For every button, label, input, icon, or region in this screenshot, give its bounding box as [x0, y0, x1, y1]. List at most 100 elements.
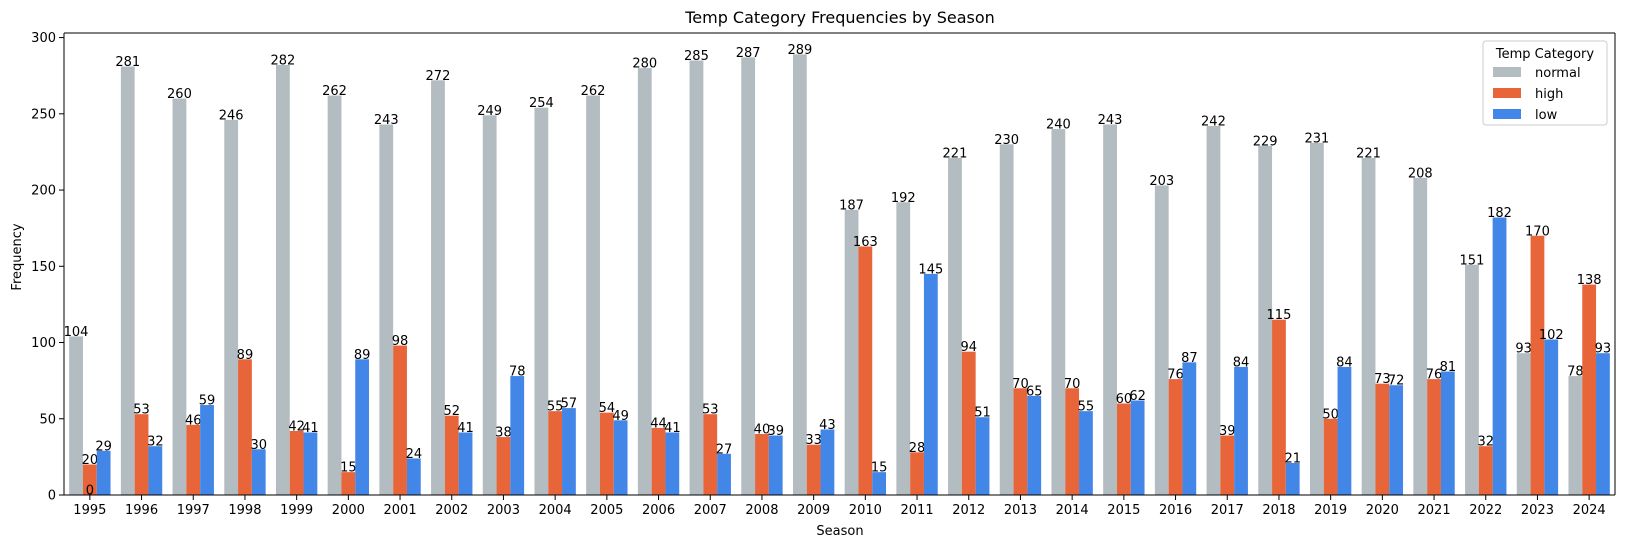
- bar-low-2024: [1596, 353, 1610, 495]
- data-label-high-2005: 54: [599, 401, 616, 416]
- bar-high-2013: [1013, 388, 1028, 495]
- bar-normal-2018: [1258, 145, 1273, 495]
- data-label-low-2000: 89: [354, 348, 371, 363]
- x-tick-label-1997: 1997: [177, 503, 210, 518]
- bar-low-2013: [1027, 395, 1042, 495]
- data-label-normal-2002: 272: [426, 69, 451, 84]
- bar-normal-2000: [327, 95, 342, 495]
- bar-high-1995: [82, 464, 97, 495]
- data-label-high-2006: 44: [650, 416, 667, 431]
- bar-normal-1997: [172, 98, 187, 495]
- bar-low-2000: [355, 359, 370, 495]
- bar-low-2005: [613, 420, 628, 495]
- bar-low-2019: [1337, 366, 1352, 495]
- data-label-normal-2016: 203: [1149, 174, 1174, 189]
- x-tick-label-2023: 2023: [1521, 503, 1554, 518]
- legend-swatch-normal: [1493, 67, 1521, 77]
- data-label-high-1999: 42: [288, 419, 305, 434]
- y-tick-label-50: 50: [39, 412, 56, 427]
- data-label-low-2009: 43: [819, 418, 836, 433]
- bar-normal-1998: [224, 119, 239, 495]
- x-tick-label-1999: 1999: [280, 503, 313, 518]
- y-tick-label-250: 250: [31, 107, 56, 122]
- x-tick-label-2016: 2016: [1159, 503, 1192, 518]
- data-label-normal-2013: 230: [994, 133, 1019, 148]
- bar-high-2012: [961, 351, 976, 495]
- bar-normal-2023: [1516, 353, 1531, 495]
- bar-normal-2014: [1051, 129, 1066, 495]
- bar-low-2018: [1285, 462, 1300, 495]
- data-label-low-1995: 29: [95, 439, 112, 454]
- data-label-normal-2021: 208: [1408, 166, 1433, 181]
- data-label-low-2015: 62: [1129, 389, 1146, 404]
- x-axis-label: Season: [816, 524, 863, 539]
- data-label-low-2016: 87: [1181, 351, 1198, 366]
- bar-normal-2010: [844, 209, 859, 495]
- data-label-normal-2011: 192: [891, 191, 916, 206]
- x-tick-label-2014: 2014: [1056, 503, 1089, 518]
- bar-low-1998: [251, 449, 266, 495]
- bar-low-2014: [1079, 411, 1093, 495]
- bar-normal-2004: [534, 107, 549, 496]
- data-label-low-2013: 65: [1026, 384, 1043, 399]
- bar-high-2011: [910, 452, 924, 495]
- x-tick-label-2012: 2012: [952, 503, 985, 518]
- bar-normal-2008: [741, 57, 756, 496]
- bar-high-2021: [1427, 379, 1441, 495]
- bar-normal-2011: [896, 202, 911, 495]
- bar-low-2007: [717, 453, 731, 495]
- x-tick-label-2007: 2007: [694, 503, 727, 518]
- data-label-low-2021: 81: [1440, 360, 1457, 375]
- bar-high-2022: [1478, 446, 1493, 495]
- data-label-high-2009: 33: [805, 433, 822, 448]
- data-label-normal-2024: 78: [1567, 365, 1584, 380]
- bar-high-2016: [1168, 379, 1183, 495]
- bar-low-2010: [872, 472, 887, 495]
- data-label-high-2016: 76: [1167, 368, 1184, 383]
- bar-normal-2015: [1103, 124, 1117, 496]
- bar-low-2016: [1182, 362, 1197, 495]
- x-tick-label-2006: 2006: [642, 503, 675, 518]
- data-label-high-2011: 28: [909, 441, 926, 456]
- data-label-low-2003: 78: [509, 365, 526, 380]
- x-tick-label-2021: 2021: [1418, 503, 1451, 518]
- data-label-low-2023: 102: [1539, 328, 1564, 343]
- data-label-low-2001: 24: [406, 447, 423, 462]
- legend-label-normal: normal: [1535, 66, 1581, 81]
- data-label-high-1996: 53: [133, 403, 150, 418]
- bar-high-1996: [134, 414, 149, 495]
- bar-low-2004: [562, 408, 576, 495]
- bar-high-2004: [548, 411, 563, 495]
- x-tick-label-2013: 2013: [1004, 503, 1037, 518]
- bar-high-2015: [1116, 403, 1131, 495]
- bar-high-2008: [755, 434, 769, 495]
- bar-low-2021: [1440, 371, 1455, 495]
- x-tick-label-2024: 2024: [1573, 503, 1606, 518]
- bar-normal-2002: [431, 80, 445, 496]
- data-label-low-1996: 32: [147, 435, 164, 450]
- data-label-high-2014: 70: [1064, 377, 1081, 392]
- bar-normal-2017: [1206, 126, 1221, 495]
- data-label-normal-2022: 151: [1460, 253, 1485, 268]
- bar-normal-2024: [1568, 376, 1583, 495]
- bar-high-2014: [1065, 388, 1080, 495]
- bar-low-2002: [458, 432, 473, 495]
- bar-low-2020: [1389, 385, 1404, 495]
- bar-high-2007: [703, 414, 718, 495]
- data-label-high-2000: 15: [340, 461, 357, 476]
- data-label-high-2018: 115: [1267, 308, 1292, 323]
- data-label-high-1998: 89: [237, 348, 254, 363]
- data-label-normal-1996: 281: [115, 55, 140, 70]
- bar-normal-2020: [1361, 158, 1376, 495]
- data-label-normal-2012: 221: [943, 147, 968, 162]
- data-label-normal-2020: 221: [1356, 147, 1381, 162]
- data-label-normal-2001: 243: [374, 113, 399, 128]
- data-label-normal-2010: 187: [839, 198, 864, 213]
- data-label-high-2007: 53: [702, 403, 719, 418]
- bar-normal-2016: [1154, 185, 1169, 496]
- data-label-normal-2014: 240: [1046, 118, 1071, 133]
- data-label-high-2013: 70: [1012, 377, 1029, 392]
- x-tick-label-2008: 2008: [745, 503, 778, 518]
- data-label-normal-2015: 243: [1098, 113, 1123, 128]
